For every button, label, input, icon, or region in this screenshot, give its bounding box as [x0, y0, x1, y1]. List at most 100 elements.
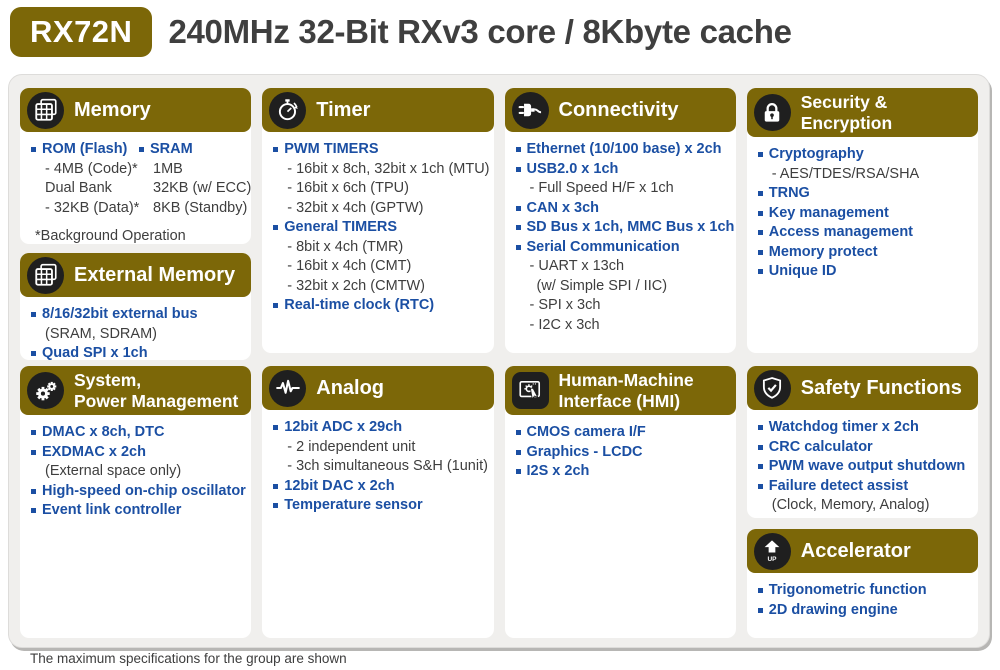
- card-timer: Timer PWM TIMERS - 16bit x 8ch, 32bit x 1c…: [262, 88, 494, 353]
- card-safety: Safety Functions Watchdog timer x 2ch CRC …: [746, 366, 978, 518]
- card-body: CMOS camera I/F Graphics - LCDC I2S x 2ch: [505, 415, 736, 490]
- feature-item: TRNG: [757, 184, 974, 204]
- feature-item: Key management: [757, 204, 974, 224]
- detail-item: 8KB (Standby): [153, 199, 248, 216]
- feature-label: High-speed on-chip oscillator: [42, 482, 246, 499]
- detail-item: - 32bit x 2ch (CMTW): [287, 277, 426, 294]
- detail-item: - I2C x 3ch: [529, 316, 600, 333]
- column-1: SRAM 1MB 32KB (w/ ECC) 8KB (Standby): [139, 140, 251, 218]
- feature-item: Cryptography: [757, 145, 974, 165]
- card-body: Ethernet (10/100 base) x 2ch USB2.0 x 1ch…: [505, 132, 736, 343]
- card-system: System, Power Management DMAC x 8ch, DTC E…: [20, 366, 252, 638]
- bullet-icon: [273, 425, 279, 430]
- feature-item: Unique ID: [757, 262, 974, 282]
- lock-icon: [753, 94, 791, 131]
- feature-item: 12bit ADC x 29ch: [273, 418, 489, 438]
- feature-item: Serial Communication: [515, 238, 732, 258]
- waveform-icon: [269, 369, 307, 407]
- bullet-icon: [273, 147, 279, 152]
- feature-item: CAN x 3ch: [515, 199, 732, 219]
- feature-item: 2D drawing engine: [757, 601, 974, 621]
- card-title: External Memory: [74, 263, 236, 286]
- feature-label: 2D drawing engine: [768, 601, 898, 618]
- feature-item: USB2.0 x 1ch: [515, 160, 732, 180]
- bullet-icon: [273, 225, 279, 230]
- column-0: ROM (Flash) - 4MB (Code)* Dual Bank - 32KB …: [31, 140, 139, 218]
- feature-item: ROM (Flash): [31, 140, 139, 160]
- bullet-icon: [757, 444, 763, 450]
- detail-item: - 16bit x 8ch, 32bit x 1ch (MTU): [287, 160, 490, 177]
- feature-item: SRAM: [139, 140, 247, 160]
- bullet-icon: [757, 230, 763, 235]
- feature-label: PWM wave output shutdown: [768, 458, 966, 474]
- card-external-memory: External Memory 8/16/32bit external bus (S…: [20, 253, 252, 360]
- bullet-icon: [31, 312, 36, 317]
- feature-label: I2S x 2ch: [526, 463, 590, 479]
- bullet-icon: [757, 425, 763, 430]
- detail-item: - 8bit x 4ch (TMR): [287, 238, 404, 255]
- bullet-icon: [515, 225, 521, 230]
- card-security: Security & Encryption Cryptography - AES/T…: [746, 88, 978, 353]
- bullet-icon: [515, 449, 521, 455]
- card-header: Timer: [262, 88, 494, 132]
- feature-label: Event link controller: [42, 502, 182, 518]
- feature-item: Trigonometric function: [757, 581, 974, 601]
- card-title: Memory: [74, 98, 151, 121]
- feature-label: Quad SPI x 1ch: [42, 345, 148, 360]
- svg-text:UP: UP: [768, 556, 778, 563]
- feature-label: CAN x 3ch: [526, 199, 600, 216]
- bullet-icon: [139, 147, 144, 152]
- bullet-icon: [757, 483, 763, 489]
- detail-item: Dual Bank: [45, 180, 112, 196]
- feature-label: CRC calculator: [768, 438, 873, 455]
- feature-item: Temperature sensor: [273, 496, 489, 516]
- feature-item: Event link controller: [31, 501, 247, 521]
- detail-item: - SPI x 3ch: [529, 297, 601, 313]
- card-accelerator: UP Accelerator Trigonometric function 2D dr…: [746, 529, 978, 638]
- bullet-icon: [31, 430, 36, 435]
- card-grid: Memory ROM (Flash) - 4MB (Code)* Dual Bank -…: [20, 88, 978, 638]
- feature-label: Watchdog timer x 2ch: [768, 419, 919, 435]
- card-header: System, Power Management: [20, 366, 252, 415]
- card-title: System, Power Management: [74, 369, 239, 411]
- feature-label: CMOS camera I/F: [526, 424, 646, 440]
- card-body: PWM TIMERS - 16bit x 8ch, 32bit x 1ch (MT…: [262, 132, 493, 324]
- feature-label: PWM TIMERS: [284, 141, 379, 157]
- card-memory: Memory ROM (Flash) - 4MB (Code)* Dual Bank -…: [20, 88, 252, 244]
- bullet-icon: [757, 152, 763, 157]
- bullet-icon: [757, 191, 763, 196]
- feature-item: DMAC x 8ch, DTC: [31, 423, 247, 443]
- bullet-icon: [273, 483, 279, 489]
- feature-label: DMAC x 8ch, DTC: [42, 424, 165, 440]
- feature-label: SD Bus x 1ch, MMC Bus x 1ch: [526, 219, 735, 235]
- card-body: Watchdog timer x 2ch CRC calculator PWM wa…: [747, 410, 978, 518]
- feature-label: Access management: [768, 224, 914, 240]
- bullet-icon: [515, 430, 521, 435]
- feature-item: High-speed on-chip oscillator: [31, 482, 247, 502]
- card-title: Accelerator: [800, 539, 911, 562]
- detail-item: - 3ch simultaneous S&H (1unit): [287, 458, 488, 474]
- feature-label: USB2.0 x 1ch: [526, 160, 619, 177]
- detail-item: (w/ Simple SPI / IIC): [536, 277, 668, 294]
- bullet-icon: [757, 464, 763, 469]
- detail-item: - 16bit x 4ch (CMT): [287, 258, 412, 274]
- card-title: Connectivity: [558, 98, 679, 121]
- page-header: RX72N 240MHz 32-Bit RXv3 core / 8Kbyte c…: [10, 7, 792, 57]
- detail-item: - 16bit x 6ch (TPU): [287, 180, 409, 196]
- bullet-icon: [31, 351, 36, 356]
- bullet-icon: [757, 607, 763, 613]
- card-column: Connectivity Ethernet (10/100 base) x 2ch…: [504, 88, 736, 638]
- up-arrow-icon: UP: [753, 532, 791, 570]
- bullet-icon: [757, 588, 763, 593]
- feature-label: Ethernet (10/100 base) x 2ch: [526, 141, 722, 157]
- card-header: Analog: [262, 366, 494, 410]
- card-header: Connectivity: [504, 88, 736, 132]
- feature-label: EXDMAC x 2ch: [42, 443, 146, 460]
- feature-item: PWM wave output shutdown: [757, 457, 974, 477]
- feature-item: 12bit DAC x 2ch: [273, 477, 489, 497]
- spec-panel: Memory ROM (Flash) - 4MB (Code)* Dual Bank -…: [8, 74, 990, 648]
- feature-item: Watchdog timer x 2ch: [757, 418, 974, 438]
- feature-label: Unique ID: [768, 263, 837, 279]
- footer-note: The maximum specifications for the group…: [30, 651, 347, 666]
- feature-label: Key management: [768, 204, 889, 221]
